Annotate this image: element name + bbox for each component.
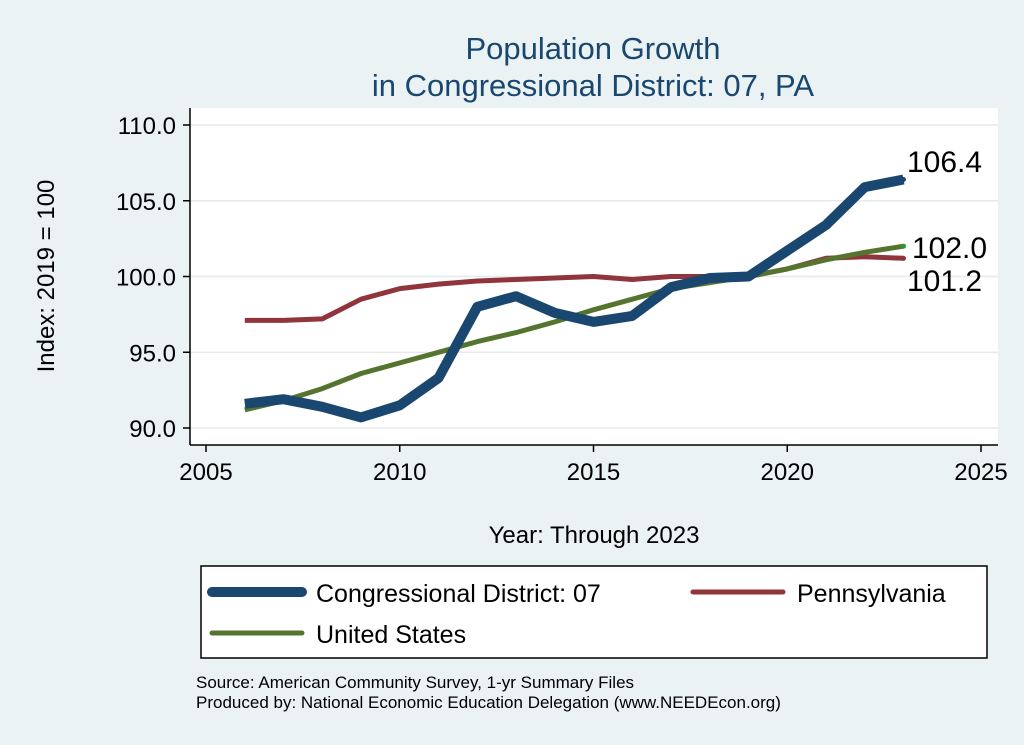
legend-label-pennsylvania: Pennsylvania bbox=[797, 580, 946, 608]
y-axis-ticks: 90.0 95.0 100.0 105.0 110.0 bbox=[116, 113, 190, 443]
x-tick-label-2010: 2010 bbox=[373, 459, 426, 486]
x-tick-label-2020: 2020 bbox=[761, 459, 814, 486]
end-label-congressional-district-07: 106.4 bbox=[907, 146, 982, 179]
legend-box bbox=[200, 565, 988, 659]
legend: Congressional District: 07 Pennsylvania … bbox=[200, 565, 988, 659]
y-axis-title: Index: 2019 = 100 bbox=[33, 180, 60, 373]
chart-title-line-1: Population Growth bbox=[465, 31, 720, 66]
x-axis-ticks: 2005 2010 2015 2020 2025 bbox=[179, 445, 1008, 486]
y-tick-label-100.0: 100.0 bbox=[116, 265, 176, 292]
end-point-pennsylvania bbox=[901, 255, 906, 261]
y-tick-label-110.0: 110.0 bbox=[118, 113, 176, 140]
x-tick-label-2005: 2005 bbox=[179, 459, 232, 486]
end-label-pennsylvania: 101.2 bbox=[907, 265, 982, 298]
y-tick-label-90.0: 90.0 bbox=[129, 416, 176, 443]
end-point-united-states bbox=[901, 243, 906, 249]
legend-label-united-states: United States bbox=[316, 621, 466, 649]
end-label-united-states: 102.0 bbox=[912, 232, 987, 265]
end-point-congressional-district-07 bbox=[901, 177, 906, 183]
y-tick-label-105.0: 105.0 bbox=[116, 189, 176, 216]
series-line-congressional-district-07 bbox=[244, 174, 905, 423]
producer-note: Produced by: National Economic Education… bbox=[196, 693, 781, 712]
x-tick-label-2025: 2025 bbox=[954, 459, 1007, 486]
series-lines bbox=[244, 174, 906, 423]
x-tick-label-2015: 2015 bbox=[567, 459, 620, 486]
legend-label-district: Congressional District: 07 bbox=[316, 580, 601, 608]
y-tick-label-95.0: 95.0 bbox=[129, 340, 176, 367]
source-note: Source: American Community Survey, 1-yr … bbox=[196, 673, 634, 692]
x-axis-title: Year: Through 2023 bbox=[489, 522, 700, 549]
chart-title-line-2: in Congressional District: 07, PA bbox=[372, 68, 815, 103]
